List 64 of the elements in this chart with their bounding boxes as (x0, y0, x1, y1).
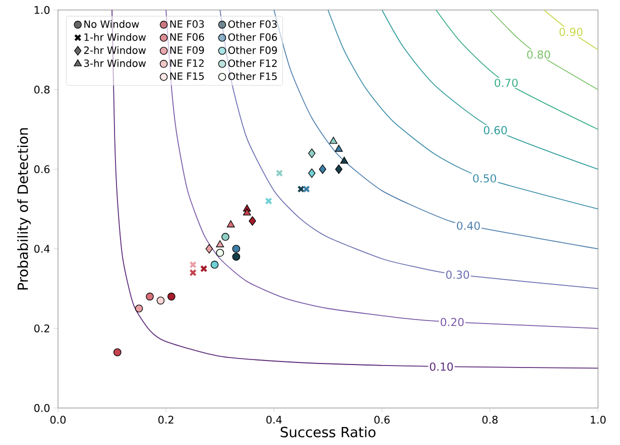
legend-label: Other F15 (228, 72, 277, 80)
legend-label: No Window (84, 20, 140, 28)
legend-label: Other F09 (228, 46, 277, 54)
point (216, 240, 224, 248)
series-label: 0.80 (527, 50, 550, 59)
point (297, 185, 305, 193)
y-tick-label: 0.2 (34, 324, 50, 332)
legend-label: Other F06 (228, 33, 277, 41)
point (302, 185, 310, 193)
point (113, 348, 122, 356)
x-axis-title: Success Ratio (280, 426, 376, 438)
point (308, 148, 316, 158)
point (156, 296, 165, 304)
legend-label: NE F09 (170, 46, 204, 54)
x-tick-label: 0.2 (158, 416, 174, 424)
point (243, 208, 251, 216)
point (335, 164, 342, 174)
y-tick-label: 0.6 (34, 165, 50, 174)
line-series (490, 10, 598, 90)
point (308, 168, 316, 178)
point (135, 304, 143, 312)
legend-label: NE F03 (170, 20, 204, 28)
point (232, 244, 240, 253)
legend-label: NE F06 (170, 33, 204, 41)
line-series (328, 10, 598, 210)
line-series (166, 10, 598, 329)
point (329, 136, 338, 144)
x-tick-label: 1.0 (590, 416, 606, 424)
point (216, 248, 224, 257)
point (200, 265, 208, 272)
legend-label: 3-hr Window (84, 59, 146, 68)
point (221, 232, 230, 241)
point (340, 156, 348, 164)
x-tick-label: 0.6 (374, 416, 390, 424)
y-tick-label: 0.4 (34, 244, 50, 253)
y-tick-label: 0.0 (34, 404, 50, 412)
y-axis-title: Probability of Detection (17, 128, 31, 290)
point (232, 252, 240, 261)
point (189, 269, 197, 276)
point (146, 292, 154, 300)
point (318, 164, 326, 174)
point (264, 197, 272, 205)
point (334, 144, 343, 152)
point (206, 244, 213, 254)
series-label: 0.90 (560, 28, 582, 36)
point (189, 261, 197, 268)
point (276, 170, 284, 177)
point (167, 292, 176, 300)
x-tick-label: 0.8 (482, 416, 498, 424)
legend-label: 1-hr Window (84, 33, 146, 41)
y-tick-label: 0.8 (34, 86, 50, 94)
point (226, 220, 235, 228)
x-tick-label: 0.4 (266, 416, 282, 424)
legend-label: Other F03 (228, 20, 277, 28)
legend-label: NE F12 (170, 59, 204, 67)
legend-label: 2-hr Window (84, 46, 146, 54)
legend-label: Other F12 (228, 59, 277, 68)
y-tick-label: 1.0 (34, 6, 50, 14)
legend-label: NE F15 (170, 72, 204, 80)
x-tick-label: 0.0 (50, 416, 66, 424)
point (248, 216, 256, 226)
point (210, 260, 219, 269)
line-series (220, 10, 598, 290)
line-series (382, 10, 598, 170)
